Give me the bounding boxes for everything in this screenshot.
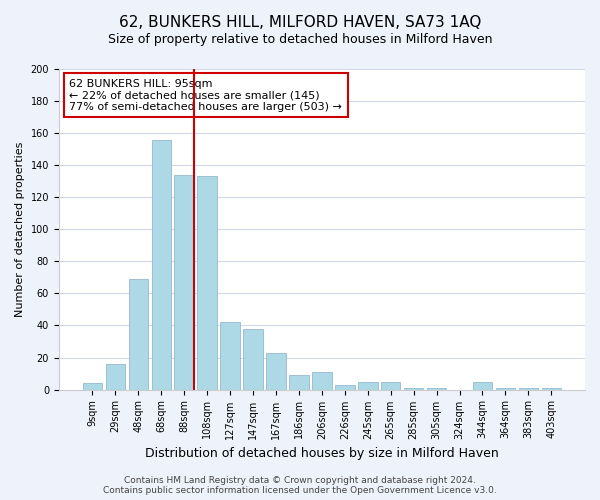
Text: 62, BUNKERS HILL, MILFORD HAVEN, SA73 1AQ: 62, BUNKERS HILL, MILFORD HAVEN, SA73 1A… [119, 15, 481, 30]
Bar [312, 372, 332, 390]
Bar [335, 385, 355, 390]
Bar [128, 279, 148, 390]
Bar [152, 140, 171, 390]
Bar [106, 364, 125, 390]
Y-axis label: Number of detached properties: Number of detached properties [15, 142, 25, 317]
Bar [496, 388, 515, 390]
Bar [289, 375, 308, 390]
Text: 62 BUNKERS HILL: 95sqm
← 22% of detached houses are smaller (145)
77% of semi-de: 62 BUNKERS HILL: 95sqm ← 22% of detached… [70, 78, 342, 112]
Bar [83, 383, 102, 390]
Bar [266, 352, 286, 390]
Bar [473, 382, 492, 390]
Bar [175, 175, 194, 390]
Bar [427, 388, 446, 390]
Bar [404, 388, 424, 390]
Bar [518, 388, 538, 390]
Bar [358, 382, 377, 390]
Bar [244, 328, 263, 390]
Text: Size of property relative to detached houses in Milford Haven: Size of property relative to detached ho… [108, 32, 492, 46]
Bar [542, 388, 561, 390]
Bar [381, 382, 400, 390]
Text: Contains HM Land Registry data © Crown copyright and database right 2024.
Contai: Contains HM Land Registry data © Crown c… [103, 476, 497, 495]
Bar [197, 176, 217, 390]
Bar [220, 322, 240, 390]
X-axis label: Distribution of detached houses by size in Milford Haven: Distribution of detached houses by size … [145, 447, 499, 460]
